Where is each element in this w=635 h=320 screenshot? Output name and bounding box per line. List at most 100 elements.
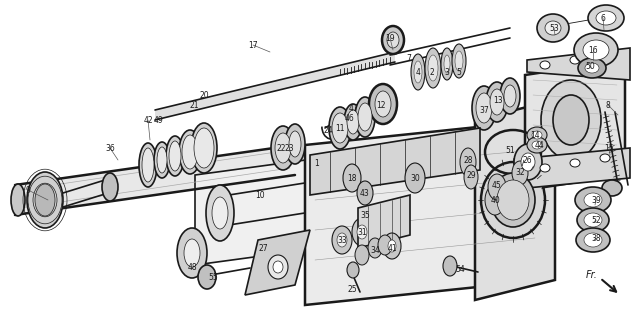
- Text: 27: 27: [258, 244, 268, 252]
- Ellipse shape: [521, 153, 535, 171]
- Ellipse shape: [441, 48, 453, 80]
- Text: 52: 52: [591, 215, 601, 225]
- Ellipse shape: [444, 55, 450, 73]
- Ellipse shape: [490, 89, 504, 115]
- Ellipse shape: [485, 185, 505, 215]
- Ellipse shape: [368, 238, 382, 258]
- Ellipse shape: [378, 235, 392, 255]
- Polygon shape: [305, 120, 545, 305]
- Ellipse shape: [584, 213, 602, 227]
- Ellipse shape: [491, 173, 535, 227]
- Text: 40: 40: [491, 196, 501, 204]
- Text: 14: 14: [530, 131, 540, 140]
- Text: 50: 50: [585, 61, 595, 70]
- Ellipse shape: [527, 137, 547, 153]
- Ellipse shape: [182, 135, 198, 169]
- Text: 17: 17: [248, 41, 258, 50]
- Ellipse shape: [541, 80, 601, 160]
- Text: 9: 9: [25, 186, 30, 195]
- Ellipse shape: [355, 245, 369, 265]
- Polygon shape: [15, 145, 295, 215]
- Ellipse shape: [357, 181, 373, 205]
- Text: 45: 45: [492, 180, 502, 189]
- Ellipse shape: [596, 11, 616, 25]
- Ellipse shape: [545, 21, 561, 35]
- Text: 44: 44: [535, 140, 545, 149]
- Text: 5: 5: [457, 68, 462, 76]
- Ellipse shape: [285, 124, 305, 164]
- Text: 47: 47: [349, 103, 359, 113]
- Text: 25: 25: [347, 285, 357, 294]
- Ellipse shape: [411, 54, 425, 90]
- Polygon shape: [245, 230, 310, 295]
- Ellipse shape: [527, 127, 547, 143]
- Text: 53: 53: [549, 23, 559, 33]
- Ellipse shape: [347, 110, 359, 134]
- Ellipse shape: [481, 162, 545, 238]
- Ellipse shape: [488, 174, 506, 200]
- Text: 13: 13: [493, 95, 503, 105]
- Ellipse shape: [357, 225, 367, 239]
- Ellipse shape: [460, 148, 476, 176]
- Text: 33: 33: [337, 236, 347, 244]
- Ellipse shape: [11, 184, 25, 216]
- Text: 19: 19: [385, 34, 395, 43]
- Ellipse shape: [275, 133, 291, 163]
- Text: 21: 21: [189, 100, 199, 109]
- Ellipse shape: [271, 126, 295, 170]
- Ellipse shape: [532, 141, 542, 149]
- Ellipse shape: [570, 56, 580, 64]
- Ellipse shape: [198, 265, 216, 289]
- Ellipse shape: [355, 97, 375, 137]
- Ellipse shape: [512, 161, 528, 185]
- Ellipse shape: [369, 84, 397, 124]
- Text: 10: 10: [255, 190, 265, 199]
- Polygon shape: [475, 100, 555, 300]
- Ellipse shape: [343, 164, 361, 192]
- Text: 48: 48: [187, 263, 197, 273]
- Polygon shape: [525, 60, 625, 190]
- Ellipse shape: [166, 136, 184, 176]
- Polygon shape: [527, 48, 630, 80]
- Text: 8: 8: [606, 100, 610, 109]
- Ellipse shape: [504, 85, 516, 107]
- Text: 37: 37: [479, 106, 489, 115]
- Ellipse shape: [191, 123, 217, 173]
- Text: 15: 15: [604, 143, 614, 153]
- Ellipse shape: [139, 143, 157, 187]
- Text: 55: 55: [208, 274, 218, 283]
- Ellipse shape: [584, 233, 602, 247]
- Polygon shape: [527, 148, 630, 188]
- Ellipse shape: [273, 261, 283, 273]
- Ellipse shape: [574, 33, 618, 67]
- Ellipse shape: [382, 26, 404, 54]
- Ellipse shape: [212, 197, 228, 229]
- Text: 7: 7: [406, 53, 411, 62]
- Ellipse shape: [347, 262, 359, 278]
- Text: 38: 38: [591, 234, 601, 243]
- Ellipse shape: [464, 165, 478, 189]
- Ellipse shape: [268, 255, 288, 279]
- Ellipse shape: [575, 187, 611, 213]
- Ellipse shape: [476, 93, 492, 123]
- Text: 36: 36: [105, 143, 115, 153]
- Ellipse shape: [332, 226, 352, 254]
- Ellipse shape: [387, 32, 399, 48]
- Ellipse shape: [583, 40, 609, 60]
- Ellipse shape: [329, 107, 351, 149]
- Ellipse shape: [414, 61, 422, 83]
- Text: 30: 30: [410, 173, 420, 182]
- Text: 51: 51: [505, 146, 515, 155]
- Ellipse shape: [500, 78, 520, 114]
- Polygon shape: [195, 135, 490, 265]
- Ellipse shape: [584, 193, 602, 207]
- Ellipse shape: [428, 55, 438, 81]
- Ellipse shape: [578, 58, 606, 78]
- Ellipse shape: [154, 142, 170, 178]
- Text: 23: 23: [284, 143, 294, 153]
- Text: 49: 49: [153, 116, 163, 124]
- Ellipse shape: [497, 180, 529, 220]
- Text: 35: 35: [360, 211, 370, 220]
- Ellipse shape: [352, 218, 372, 246]
- Ellipse shape: [532, 131, 542, 139]
